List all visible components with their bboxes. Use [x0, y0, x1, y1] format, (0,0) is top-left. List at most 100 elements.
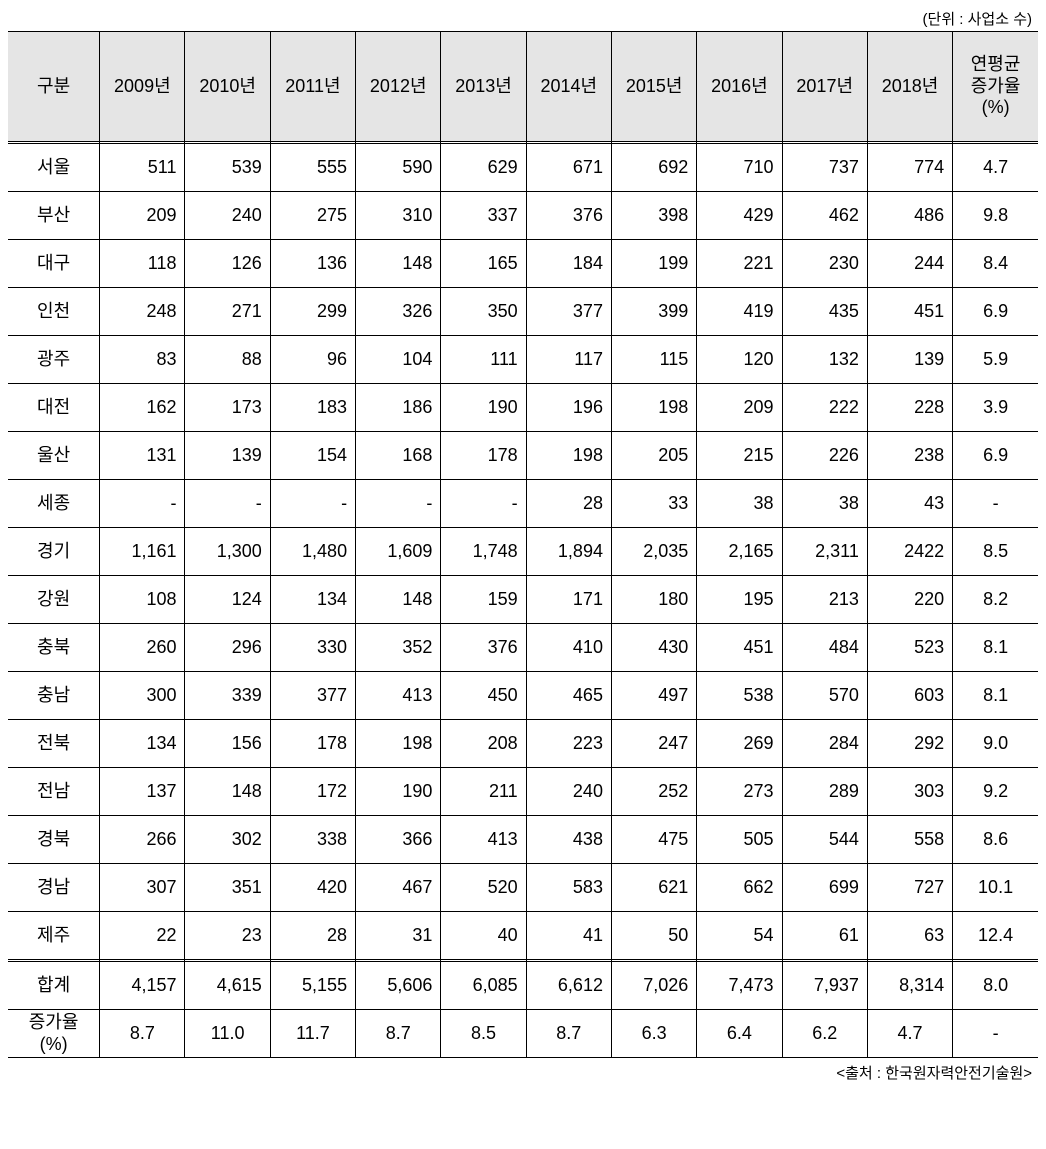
- value-cell: 351: [185, 864, 270, 912]
- value-cell: 209: [100, 192, 185, 240]
- value-cell: 520: [441, 864, 526, 912]
- value-cell: 662: [697, 864, 782, 912]
- region-cell: 부산: [8, 192, 100, 240]
- value-cell: 4,157: [100, 962, 185, 1010]
- value-cell: 451: [697, 624, 782, 672]
- value-cell: 338: [270, 816, 355, 864]
- value-cell: 300: [100, 672, 185, 720]
- col-header: 연평균 증가율 (%): [953, 32, 1038, 142]
- value-cell: 154: [270, 432, 355, 480]
- value-cell: 126: [185, 240, 270, 288]
- value-cell: 523: [867, 624, 952, 672]
- value-cell: 165: [441, 240, 526, 288]
- value-cell: 307: [100, 864, 185, 912]
- value-cell: 429: [697, 192, 782, 240]
- value-cell: 96: [270, 336, 355, 384]
- value-cell: 117: [526, 336, 611, 384]
- col-header: 2018년: [867, 32, 952, 142]
- value-cell: 555: [270, 144, 355, 192]
- value-cell: 131: [100, 432, 185, 480]
- value-cell: 244: [867, 240, 952, 288]
- value-cell: 539: [185, 144, 270, 192]
- col-header: 2013년: [441, 32, 526, 142]
- value-cell: 124: [185, 576, 270, 624]
- value-cell: 590: [356, 144, 441, 192]
- value-cell: 238: [867, 432, 952, 480]
- value-cell: 213: [782, 576, 867, 624]
- value-cell: 168: [356, 432, 441, 480]
- value-cell: 366: [356, 816, 441, 864]
- unit-label: (단위 : 사업소 수): [8, 8, 1038, 29]
- value-cell: 462: [782, 192, 867, 240]
- table-row: 전남1371481721902112402522732893039.2: [8, 768, 1038, 816]
- value-cell: 6.4: [697, 1010, 782, 1058]
- value-cell: 134: [100, 720, 185, 768]
- value-cell: 211: [441, 768, 526, 816]
- value-cell: 737: [782, 144, 867, 192]
- value-cell: 6.2: [782, 1010, 867, 1058]
- value-cell: 11.0: [185, 1010, 270, 1058]
- value-cell: 38: [697, 480, 782, 528]
- value-cell: 186: [356, 384, 441, 432]
- value-cell: 248: [100, 288, 185, 336]
- value-cell: 266: [100, 816, 185, 864]
- rate-cell: 8.1: [953, 672, 1038, 720]
- value-cell: 5,155: [270, 962, 355, 1010]
- value-cell: 467: [356, 864, 441, 912]
- rate-cell: 10.1: [953, 864, 1038, 912]
- rate-cell: 6.9: [953, 432, 1038, 480]
- value-cell: 2422: [867, 528, 952, 576]
- value-cell: 260: [100, 624, 185, 672]
- region-cell: 충북: [8, 624, 100, 672]
- value-cell: 134: [270, 576, 355, 624]
- value-cell: 178: [270, 720, 355, 768]
- value-cell: 132: [782, 336, 867, 384]
- table-row: 전북1341561781982082232472692842929.0: [8, 720, 1038, 768]
- rate-cell: 9.0: [953, 720, 1038, 768]
- region-cell: 전북: [8, 720, 100, 768]
- value-cell: 6,085: [441, 962, 526, 1010]
- rate-cell: 8.0: [953, 962, 1038, 1010]
- value-cell: 40: [441, 912, 526, 960]
- value-cell: 50: [611, 912, 696, 960]
- value-cell: 699: [782, 864, 867, 912]
- table-row: 부산2092402753103373763984294624869.8: [8, 192, 1038, 240]
- col-header: 2011년: [270, 32, 355, 142]
- value-cell: 120: [697, 336, 782, 384]
- value-cell: 419: [697, 288, 782, 336]
- value-cell: 2,311: [782, 528, 867, 576]
- value-cell: 1,748: [441, 528, 526, 576]
- value-cell: -: [270, 480, 355, 528]
- value-cell: 240: [526, 768, 611, 816]
- value-cell: 486: [867, 192, 952, 240]
- value-cell: 399: [611, 288, 696, 336]
- value-cell: 148: [356, 576, 441, 624]
- value-cell: 326: [356, 288, 441, 336]
- value-cell: 230: [782, 240, 867, 288]
- value-cell: 420: [270, 864, 355, 912]
- value-cell: 629: [441, 144, 526, 192]
- rate-cell: 8.2: [953, 576, 1038, 624]
- header-row: 구분2009년2010년2011년2012년2013년2014년2015년201…: [8, 32, 1038, 142]
- value-cell: 475: [611, 816, 696, 864]
- value-cell: 511: [100, 144, 185, 192]
- col-header: 2015년: [611, 32, 696, 142]
- rate-cell: 8.5: [953, 528, 1038, 576]
- table-row: 광주8388961041111171151201321395.9: [8, 336, 1038, 384]
- value-cell: 23: [185, 912, 270, 960]
- table-row: 경남30735142046752058362166269972710.1: [8, 864, 1038, 912]
- col-header: 2010년: [185, 32, 270, 142]
- table-row: 경기1,1611,3001,4801,6091,7481,8942,0352,1…: [8, 528, 1038, 576]
- value-cell: 8.5: [441, 1010, 526, 1058]
- value-cell: 195: [697, 576, 782, 624]
- value-cell: 302: [185, 816, 270, 864]
- value-cell: 538: [697, 672, 782, 720]
- value-cell: 54: [697, 912, 782, 960]
- value-cell: 671: [526, 144, 611, 192]
- col-header: 2014년: [526, 32, 611, 142]
- value-cell: 156: [185, 720, 270, 768]
- value-cell: 621: [611, 864, 696, 912]
- value-cell: 180: [611, 576, 696, 624]
- value-cell: 376: [441, 624, 526, 672]
- value-cell: 104: [356, 336, 441, 384]
